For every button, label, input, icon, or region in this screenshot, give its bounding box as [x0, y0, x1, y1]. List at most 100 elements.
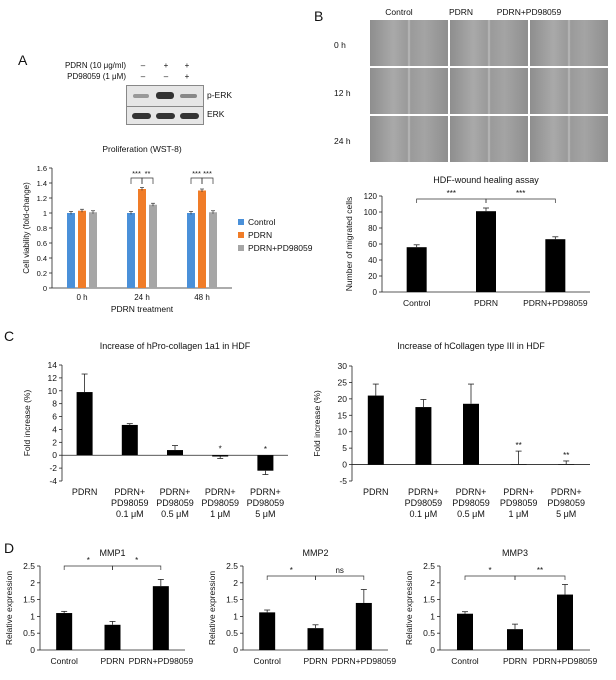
- chart-c1-xtick-label-2-1: PD98059: [156, 498, 194, 508]
- chart-d3-sig-bracket-1: [514, 575, 566, 580]
- chart-c2-xtick-label-2-1: PD98059: [452, 498, 490, 508]
- chart-d2-sig-bracket-1: [315, 575, 365, 580]
- panel-letter-d: D: [4, 540, 15, 556]
- chart-b-bar-1: [476, 211, 496, 292]
- chart-c1-mark-4: *: [264, 445, 267, 454]
- chart-c2-ytick-label-5: 20: [338, 394, 348, 404]
- chart-d2-ylabel: Relative expression: [207, 571, 217, 645]
- blot-treatment-pdrn-label: PDRN (10 μg/ml): [64, 61, 126, 70]
- chart-d2-ytick-label-0: 0: [233, 645, 238, 655]
- chart-c2-ytick-label-2: 5: [342, 443, 347, 453]
- chart-a-ylabel: Cell viability (fold-change): [22, 182, 31, 274]
- wound-image-r2-c2: [530, 116, 608, 162]
- chart-c1-ytick-label-7: 10: [48, 386, 58, 396]
- chart-b-bar-2: [545, 239, 566, 292]
- chart-d2-xtick-label-2-0: PDRN+PD98059: [332, 656, 397, 666]
- chart-d1-sig-label-1: *: [135, 556, 138, 565]
- chart-a-bar-0-0: [67, 213, 75, 288]
- panel-letter-c: C: [4, 328, 15, 344]
- chart-d3-xtick-label-1-0: PDRN: [503, 656, 527, 666]
- chart-c1-bar-3: [212, 455, 229, 457]
- chart-c1-xtick-label-1-1: PD98059: [111, 498, 149, 508]
- chart-d1-xtick-label-0-0: Control: [50, 656, 78, 666]
- chart-d1-ytick-label-2: 1: [30, 611, 35, 621]
- chart-b-ytick-label-6: 120: [364, 192, 378, 201]
- chart-a-bar-1-2: [149, 204, 157, 288]
- chart-d1-xtick-label-2-0: PDRN+PD98059: [129, 656, 194, 666]
- chart-b-ytick-label-2: 40: [368, 256, 377, 265]
- chart-c2-ytick-label-1: 0: [342, 460, 347, 470]
- chart-c1-xtick-label-1-2: 0.1 μM: [116, 509, 144, 519]
- chart-d3-ylabel: Relative expression: [404, 571, 414, 645]
- chart-d1-bar-0: [56, 613, 73, 650]
- chart-a-xlabel: PDRN treatment: [111, 304, 174, 314]
- chart-a-legend-label-1: PDRN: [248, 230, 272, 240]
- chart-d3-ytick-label-2: 1: [430, 611, 435, 621]
- chart-a-bar-1-0: [127, 213, 135, 288]
- chart-c1-ytick-label-8: 12: [48, 373, 58, 383]
- chart-c2-mark-3: **: [515, 441, 521, 450]
- blot-sign-signs2-1: –: [163, 72, 169, 81]
- chart-c2-xtick-label-1-0: PDRN+: [408, 487, 439, 497]
- chart-c1-ytick-label-5: 6: [52, 412, 57, 422]
- wound-image-r1-c0: [370, 68, 448, 114]
- chart-c1-ytick-label-4: 4: [52, 424, 57, 434]
- chart-a-bar-2-0: [187, 213, 195, 288]
- chart-b-bar-0: [406, 247, 427, 292]
- chart-b-xtick-label-0-0: Control: [403, 298, 431, 308]
- chart-c1-xtick-label-4-2: 5 μM: [255, 509, 275, 519]
- chart-d3-ytick-label-4: 2: [430, 578, 435, 588]
- chart-c1-ytick-label-6: 8: [52, 399, 57, 409]
- chart-c2-ytick-label-4: 15: [338, 410, 348, 420]
- chart-d2-sig-label-0: *: [290, 566, 293, 575]
- chart-c1-ytick-label-9: 14: [48, 360, 58, 370]
- chart-b-xtick-label-1-0: PDRN: [474, 298, 498, 308]
- chart-d1-ytick-label-1: 0.5: [23, 628, 35, 638]
- chart-c1-xtick-label-3-1: PD98059: [201, 498, 239, 508]
- chart-d3-bar-0: [457, 613, 473, 650]
- chart-c1-ylabel: Fold increase (%): [22, 390, 32, 457]
- chart-a-bar-1-1: [138, 189, 146, 288]
- chart-c2-ytick-label-7: 30: [338, 361, 348, 371]
- chart-d1-sig-label-0: *: [87, 556, 90, 565]
- chart-a-sig-label-0: ***: [132, 169, 141, 178]
- panel-letter-b: B: [314, 8, 324, 24]
- chart-c1-xtick-label-0-0: PDRN: [72, 487, 98, 497]
- wound-image-r2-c1: [450, 116, 528, 162]
- chart-b-sig-bracket-1: [485, 198, 556, 203]
- chart-c1-bar-1: [121, 424, 138, 456]
- chart-d3-ytick-label-0: 0: [430, 645, 435, 655]
- chart-a-ytick-label-0: 0: [43, 284, 47, 293]
- chart-c2-xtick-label-4-1: PD98059: [547, 498, 585, 508]
- chart-d1-title: MMP1: [99, 548, 125, 558]
- chart-c2-xtick-label-1-1: PD98059: [405, 498, 443, 508]
- chart-c1-xtick-label-3-0: PDRN+: [205, 487, 236, 497]
- chart-a-sig-label-3: ***: [203, 169, 212, 178]
- chart-a-title: Proliferation (WST-8): [102, 144, 182, 154]
- chart-d1-bar-2: [152, 586, 169, 650]
- chart-d3-title: MMP3: [502, 548, 528, 558]
- wound-row-label-2: 24 h: [334, 136, 351, 146]
- chart-c2-title: Increase of hCollagen type III in HDF: [397, 341, 545, 351]
- chart-c1-bar-0: [76, 392, 93, 456]
- chart-c1-mark-3: *: [219, 445, 222, 454]
- chart-c1-title: Increase of hPro-collagen 1a1 in HDF: [100, 341, 251, 351]
- chart-a-sig-label-2: ***: [192, 169, 201, 178]
- chart-c1-xtick-label-1-0: PDRN+: [114, 487, 145, 497]
- blot-sign-signs2-2: +: [184, 72, 190, 81]
- chart-a-sig-bracket-3: [201, 177, 214, 184]
- chart-c2-xtick-label-2-0: PDRN+: [456, 487, 487, 497]
- chart-c2-xtick-label-2-2: 0.5 μM: [457, 509, 485, 519]
- chart-d2-xtick-label-1-0: PDRN: [303, 656, 327, 666]
- chart-c2-mark-4: **: [563, 451, 569, 460]
- chart-c2-xtick-label-3-1: PD98059: [500, 498, 538, 508]
- chart-c1-bar-4: [257, 455, 274, 471]
- wound-col-label-2: PDRN+PD98059: [496, 7, 562, 17]
- chart-d3-ytick-label-5: 2.5: [423, 561, 435, 571]
- chart-a-sig-bracket-2: [190, 177, 203, 184]
- blot-sign-signs1-0: –: [140, 61, 146, 70]
- chart-d3-ytick-label-1: 0.5: [423, 628, 435, 638]
- wound-image-r2-c0: [370, 116, 448, 162]
- chart-a-legend-swatch-1: [238, 232, 244, 238]
- blot-sign-signs1-1: +: [163, 61, 169, 70]
